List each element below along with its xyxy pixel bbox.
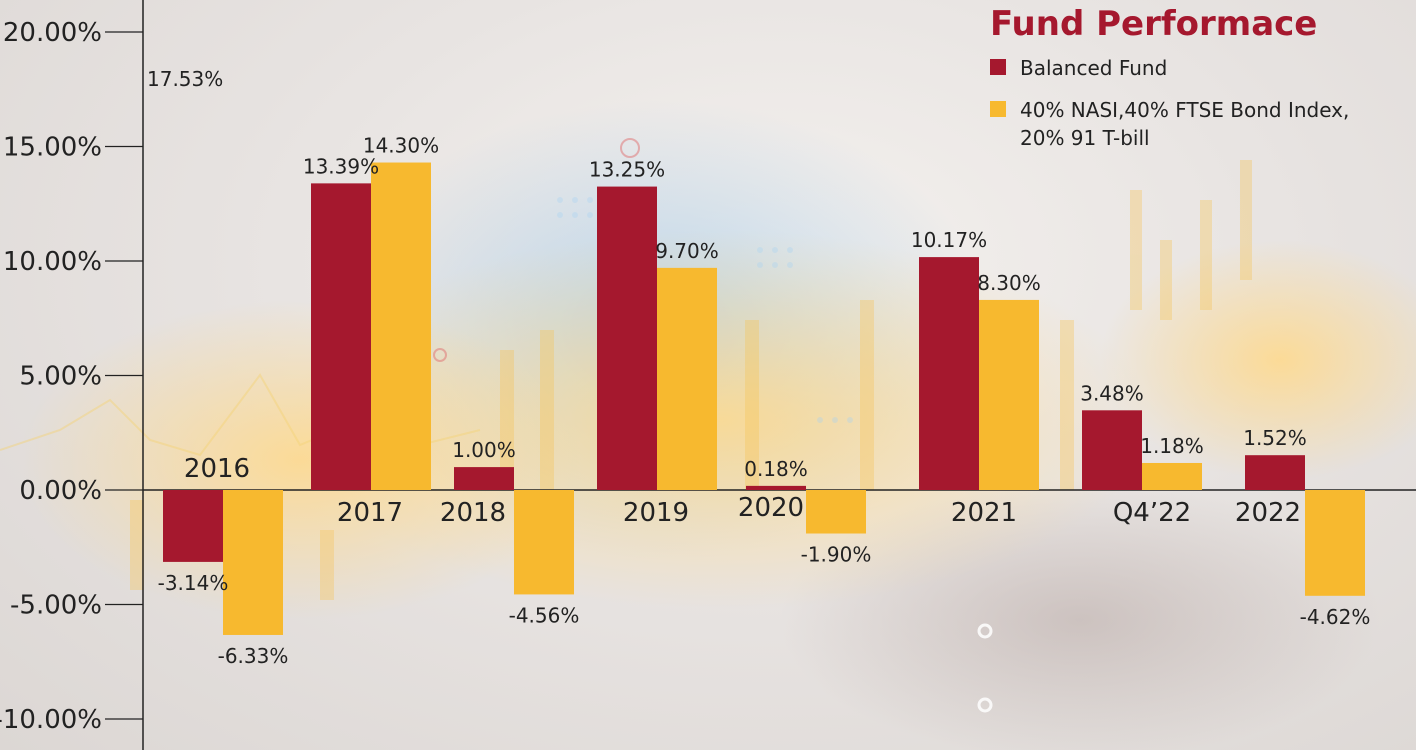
y-tick-label: 5.00%	[19, 362, 102, 392]
category-label: 2016	[184, 454, 250, 484]
data-label: -6.33%	[218, 644, 289, 668]
legend-label-balanced: Balanced Fund	[1020, 56, 1168, 80]
data-label: 9.70%	[655, 239, 719, 263]
bar-benchmark	[979, 299, 1039, 490]
bar-benchmark	[657, 267, 717, 490]
legend-item-benchmark: 40% NASI,40% FTSE Bond Index, 20% 91 T-b…	[990, 96, 1410, 152]
y-tick-label: 15.00%	[3, 133, 102, 163]
annotation-label: 17.53%	[147, 67, 223, 91]
data-label: 0.18%	[744, 457, 808, 481]
y-tick-label: 0.00%	[19, 476, 102, 506]
category-labels-group: 2016 2017 2018 2019 2020 2021 Q4’22 2022	[184, 454, 1301, 528]
category-label: 2017	[337, 498, 403, 528]
y-tick-label: 20.00%	[3, 18, 102, 48]
bar-benchmark	[223, 490, 283, 635]
bar-balanced	[1082, 410, 1142, 490]
bar-benchmark	[806, 490, 866, 534]
category-label: 2019	[623, 498, 689, 528]
legend-label-benchmark: 40% NASI,40% FTSE Bond Index, 20% 91 T-b…	[1020, 98, 1350, 150]
data-label: 3.48%	[1080, 381, 1144, 405]
data-label: 1.52%	[1243, 426, 1307, 450]
bar-balanced	[597, 186, 657, 490]
category-label: 2021	[951, 498, 1017, 528]
legend-swatch-benchmark	[990, 101, 1006, 117]
data-labels-group: -3.14% -6.33% 13.39%14.30% 1.00% -4.56% 13.25…	[158, 134, 1371, 668]
category-label: 2020	[738, 493, 804, 523]
y-tick-label: 10.00%	[3, 247, 102, 277]
category-label: 2018	[440, 498, 506, 528]
legend-swatch-balanced	[990, 59, 1006, 75]
category-label: Q4’22	[1113, 498, 1191, 528]
category-label: 2022	[1235, 498, 1301, 528]
y-tick-label: -10.00%	[0, 705, 102, 735]
data-label: 10.17%	[911, 228, 987, 252]
bar-balanced	[1245, 455, 1305, 490]
bar-balanced	[454, 467, 514, 490]
bar-benchmark	[1142, 462, 1202, 490]
bar-balanced	[163, 490, 223, 562]
data-label: -1.90%	[801, 543, 872, 567]
bars-group	[163, 162, 1365, 635]
bar-benchmark	[514, 490, 574, 595]
bar-benchmark	[1305, 490, 1365, 596]
bar-benchmark	[371, 162, 431, 490]
data-label: -4.62%	[1300, 605, 1371, 629]
y-tick-label: -5.00%	[10, 591, 102, 621]
legend: Fund Performace Balanced Fund 40% NASI,4…	[990, 4, 1410, 166]
bar-balanced	[311, 183, 371, 490]
bar-balanced	[919, 257, 979, 490]
data-label: 13.25%	[589, 158, 665, 182]
data-label: 1.18%	[1140, 434, 1204, 458]
data-label: 8.30%	[977, 271, 1041, 295]
data-label: -4.56%	[509, 603, 580, 627]
bar-balanced	[746, 485, 806, 490]
data-label: 14.30%	[363, 134, 439, 158]
chart-title: Fund Performace	[990, 4, 1318, 44]
y-axis-ticks: 20.00% 15.00% 10.00% 5.00% 0.00% -5.00% -10.00…	[0, 18, 143, 735]
data-label: 1.00%	[452, 438, 516, 462]
data-label: -3.14%	[158, 571, 229, 595]
data-label: 13.39%	[303, 154, 379, 178]
legend-item-balanced: Balanced Fund	[990, 54, 1410, 82]
